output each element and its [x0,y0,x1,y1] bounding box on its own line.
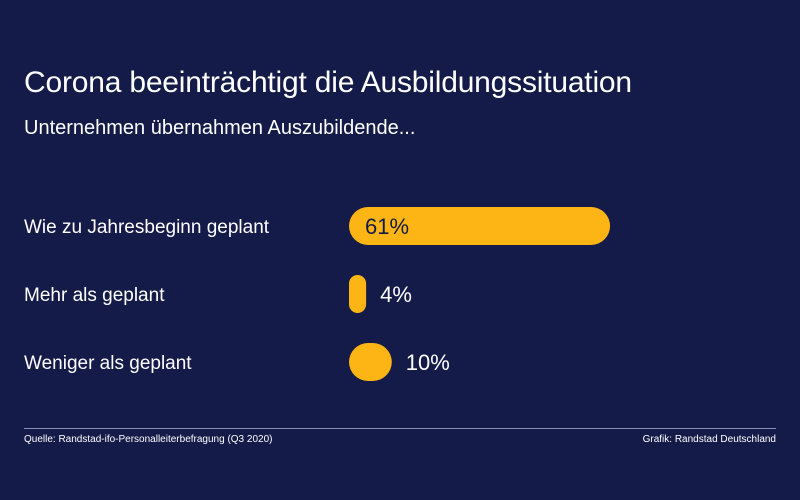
source-note: Quelle: Randstad-ifo-Personalleiterbefra… [24,434,273,445]
bar [349,275,367,313]
bar-chart: Wie zu Jahresbeginn geplant 61% Mehr als g… [24,207,611,381]
bar [349,343,392,381]
value-label: 4% [380,282,412,307]
value-label: 10% [406,350,450,375]
chart-title: Corona beeinträchtigt die Ausbildungssit… [24,66,632,99]
value-label: 61% [365,214,409,239]
category-label: Mehr als geplant [24,285,165,306]
graphic-credit: Grafik: Randstad Deutschland [642,434,776,445]
category-label: Wie zu Jahresbeginn geplant [24,217,270,238]
category-label: Weniger als geplant [24,353,192,374]
footer-divider [24,428,776,429]
bar [349,207,611,245]
chart-subtitle: Unternehmen übernahmen Auszubildende... [24,117,416,139]
